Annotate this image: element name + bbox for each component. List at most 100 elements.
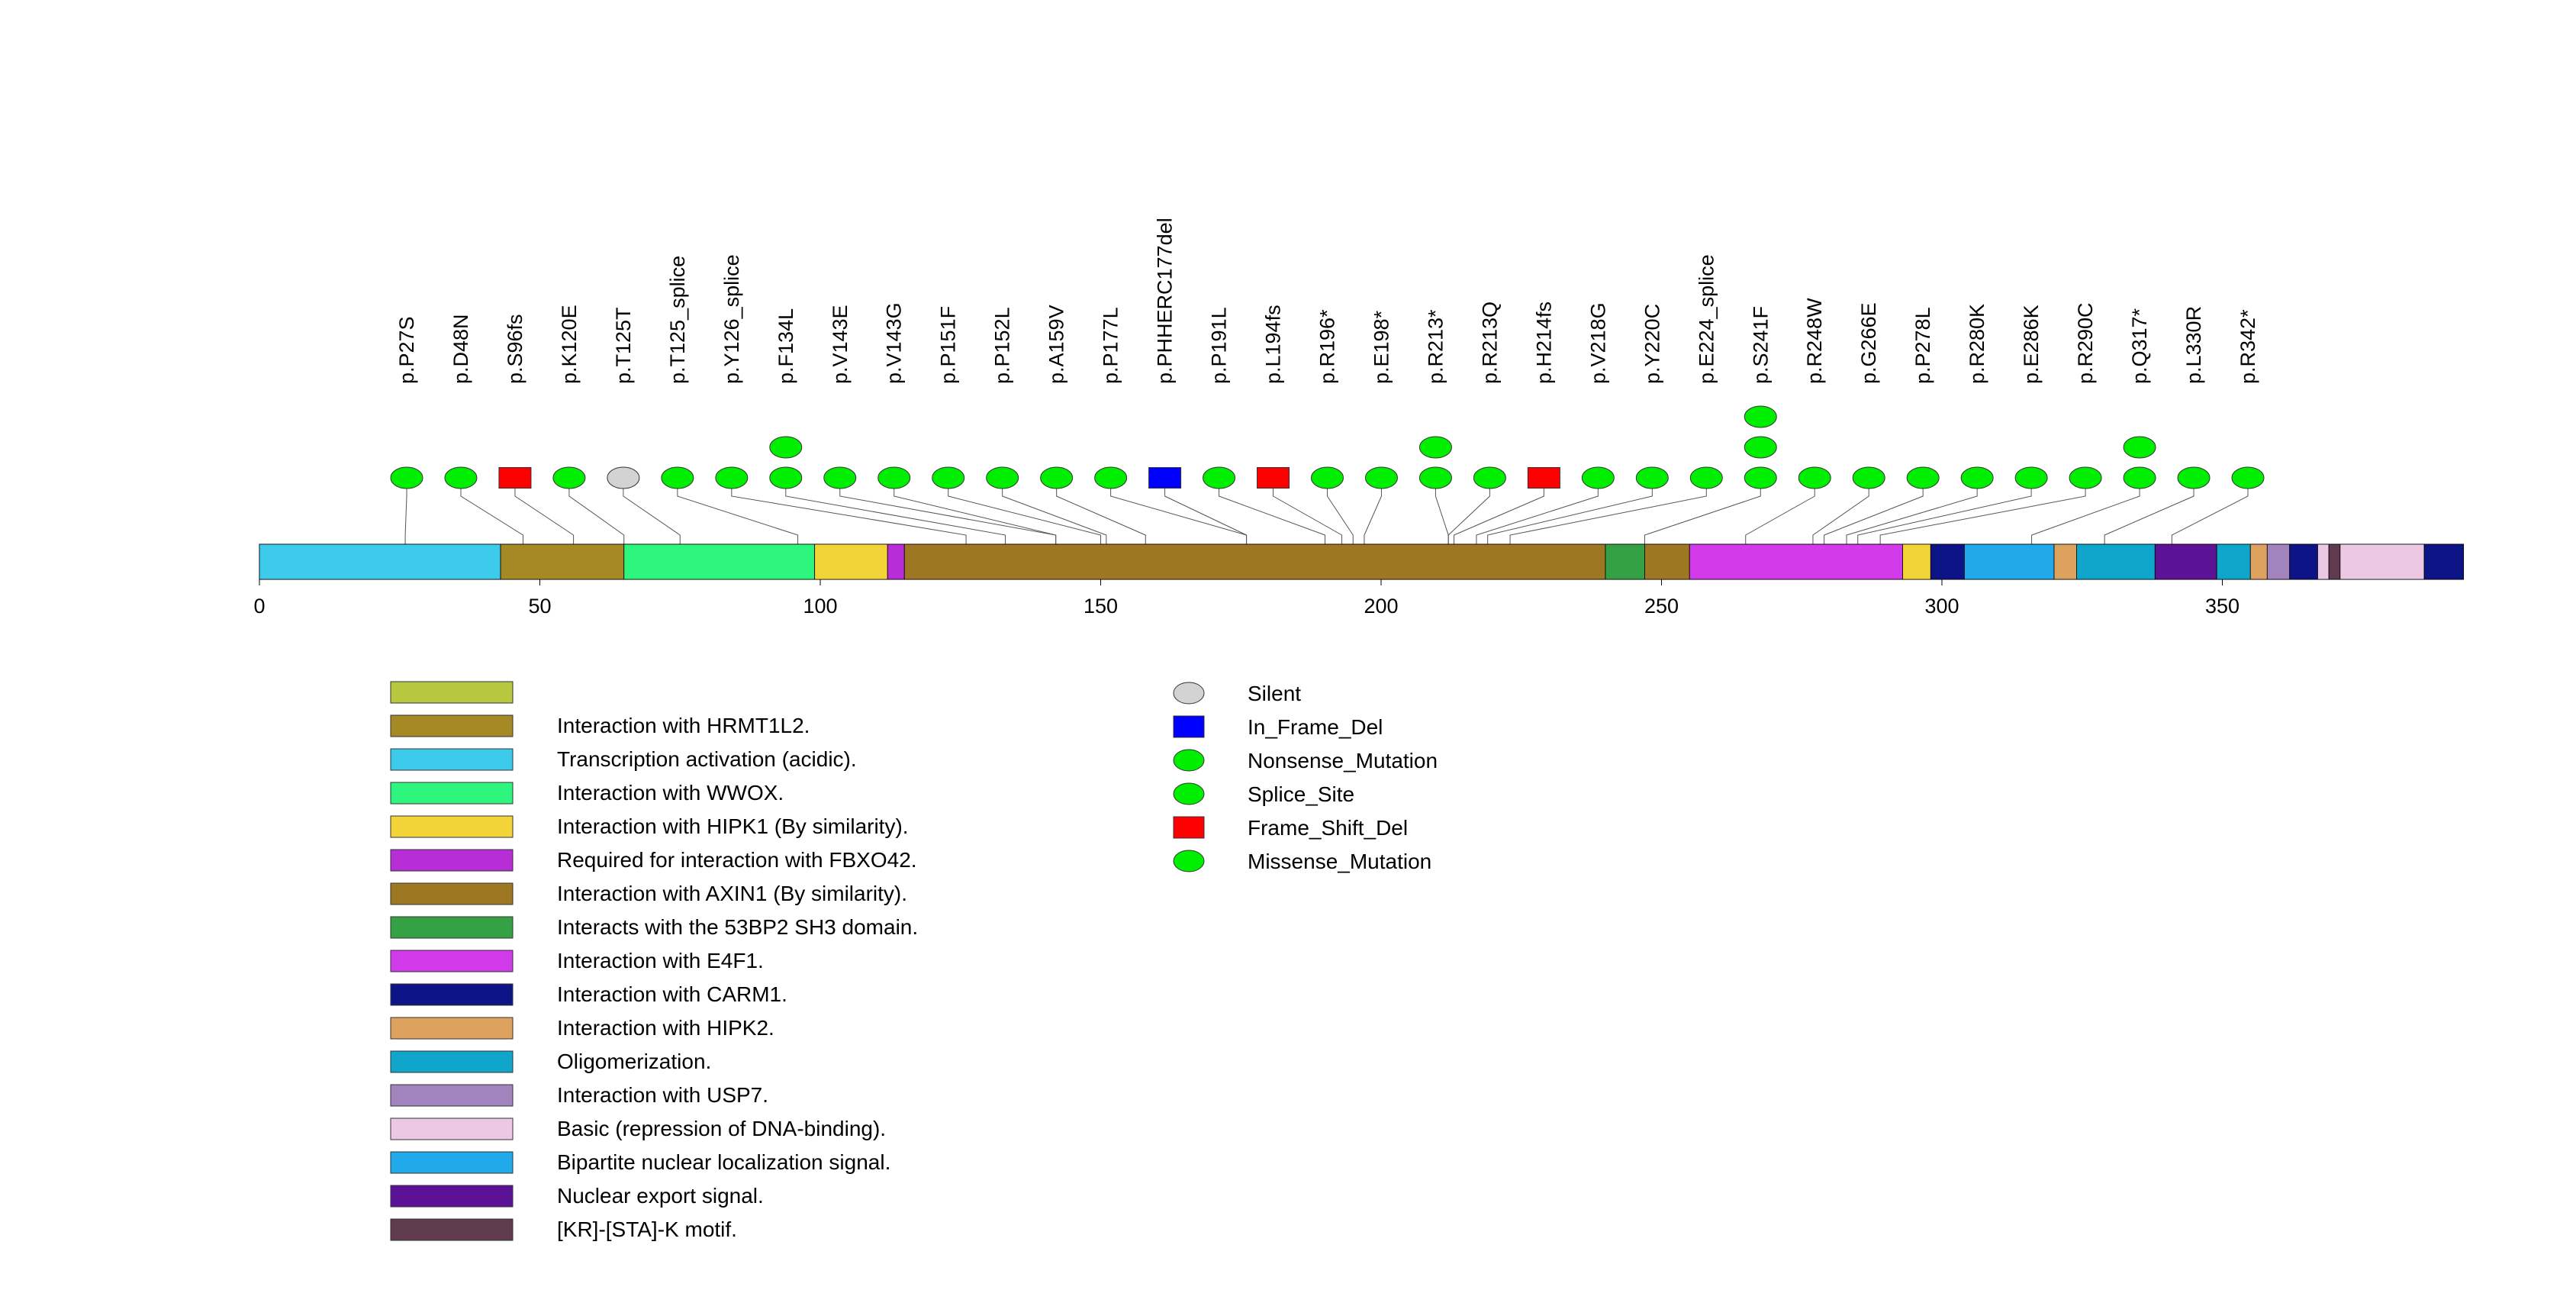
domain-legend-label-11: Oligomerization. xyxy=(557,1050,711,1073)
domain-legend-label-12: Interaction with USP7. xyxy=(557,1083,768,1107)
domain-legend-label-10: Interaction with HIPK2. xyxy=(557,1016,774,1040)
mutation-34-label: p.R342* xyxy=(2236,309,2259,384)
mutation-11-label: p.P152L xyxy=(991,307,1014,384)
domain-legend-label-3: Interaction with WWOX. xyxy=(557,781,784,805)
axis-tick-label-100: 100 xyxy=(803,595,837,618)
mutation-16-marker xyxy=(1257,467,1290,489)
mutation-32-marker xyxy=(2123,466,2156,489)
domain-segment-12 xyxy=(2053,543,2077,580)
mutation-11-marker xyxy=(986,466,1019,489)
mutation-14-label: p.PHHERC177del xyxy=(1154,218,1177,384)
mutation-1-marker xyxy=(444,466,478,489)
mutation-25-marker xyxy=(1744,436,1777,459)
mutation-22-marker xyxy=(1581,466,1615,489)
mutation-29-label: p.R280K xyxy=(1966,304,1988,384)
mutation-9-marker xyxy=(877,466,911,489)
mutation-27-label: p.G266E xyxy=(1857,302,1880,384)
domain-legend-label-7: Interacts with the 53BP2 SH3 domain. xyxy=(557,915,918,939)
mutation-1-label: p.D48N xyxy=(449,314,472,384)
domain-segment-9 xyxy=(1902,543,1931,580)
mutation-19-marker xyxy=(1418,466,1452,489)
domain-segment-17 xyxy=(2266,543,2291,580)
mutation-3-label: p.K120E xyxy=(558,305,581,384)
domain-segment-20 xyxy=(2328,543,2341,580)
domain-legend-swatch-10 xyxy=(390,1017,514,1040)
mutation-legend-label-1: In_Frame_Del xyxy=(1248,715,1383,739)
mutation-4-label: p.T125T xyxy=(612,307,635,384)
mutation-16-label: p.L194fs xyxy=(1262,305,1285,384)
domain-segment-5 xyxy=(903,543,1606,580)
mutation-31-label: p.R290C xyxy=(2074,302,2097,384)
mutation-15-marker xyxy=(1203,466,1236,489)
domain-segment-21 xyxy=(2339,543,2425,580)
domain-legend-label-14: Bipartite nuclear localization signal. xyxy=(557,1150,890,1174)
mutation-13-marker xyxy=(1094,466,1128,489)
mutation-25-label: p.S241F xyxy=(1749,306,1772,384)
domain-legend-swatch-2 xyxy=(390,748,514,771)
domain-legend-label-8: Interaction with E4F1. xyxy=(557,949,764,972)
domain-legend-label-4: Interaction with HIPK1 (By similarity). xyxy=(557,814,909,838)
mutation-legend-swatch-3 xyxy=(1173,782,1205,805)
axis-tick-label-0: 0 xyxy=(253,595,265,618)
mutation-13-label: p.P177L xyxy=(1100,307,1122,384)
mutation-10-marker xyxy=(932,466,965,489)
mutation-32-marker xyxy=(2123,436,2156,459)
mutation-17-label: p.R196* xyxy=(1316,309,1339,384)
mutation-30-label: p.E286K xyxy=(2020,305,2043,384)
domain-segment-1 xyxy=(500,543,625,580)
domain-segment-13 xyxy=(2075,543,2156,580)
mutation-legend-swatch-5 xyxy=(1173,850,1205,872)
mutation-26-label: p.R248W xyxy=(1803,298,1826,384)
mutation-labels: p.P27S p.D48N p.S96fs p.K120E p.T125T p.T125_… xyxy=(395,218,2259,384)
mutation-31-marker xyxy=(2069,466,2102,489)
axis-tick-label-250: 250 xyxy=(1644,595,1679,618)
mutation-25-marker xyxy=(1744,405,1777,428)
mutation-3-marker xyxy=(552,466,586,489)
mutation-7-label: p.F134L xyxy=(774,308,797,384)
mutation-33-label: p.L330R xyxy=(2182,306,2205,384)
domain-legend-swatch-1 xyxy=(390,714,514,737)
mutation-23-marker xyxy=(1635,466,1669,489)
domain-legend-swatch-0 xyxy=(390,681,514,704)
domain-segment-14 xyxy=(2154,543,2217,580)
mutation-0-label: p.P27S xyxy=(395,316,418,384)
domain-legend-label-15: Nuclear export signal. xyxy=(557,1184,764,1208)
mutation-18-label: p.E198* xyxy=(1370,310,1393,384)
mutation-9-label: p.V143G xyxy=(883,302,906,384)
mutation-12-marker xyxy=(1040,466,1074,489)
mutation-0-marker xyxy=(390,466,423,489)
axis-tick-label-200: 200 xyxy=(1364,595,1398,618)
mutation-29-marker xyxy=(1960,466,1994,489)
domain-segment-16 xyxy=(2249,543,2268,580)
mutation-legend-swatch-2 xyxy=(1173,749,1205,772)
mutation-5-label: p.T125_splice xyxy=(666,256,689,384)
domain-legend-swatch-6 xyxy=(390,882,514,905)
domain-legend-swatch-14 xyxy=(390,1151,514,1174)
domain-segment-22 xyxy=(2423,543,2464,580)
mutation-markers xyxy=(390,405,2265,489)
mutation-19-marker xyxy=(1418,436,1452,459)
mutation-type-legend: Silent In_Frame_Del Nonsense_Mutation Splic… xyxy=(1173,682,1438,873)
axis-tick-label-300: 300 xyxy=(1924,595,1959,618)
mutation-4-marker xyxy=(607,466,640,489)
mutation-5-marker xyxy=(661,466,694,489)
mutation-19-label: p.R213* xyxy=(1424,309,1447,384)
protein-bar xyxy=(259,543,2465,580)
mutation-23-label: p.Y220C xyxy=(1641,304,1663,384)
domain-legend-label-2: Transcription activation (acidic). xyxy=(557,747,857,771)
mutation-32-label: p.Q317* xyxy=(2128,308,2151,384)
domain-segment-10 xyxy=(1930,543,1965,580)
mutation-24-marker xyxy=(1689,466,1723,489)
domain-legend-swatch-8 xyxy=(390,950,514,972)
mutation-26-marker xyxy=(1798,466,1831,489)
domain-legend-label-16: [KR]-[STA]-K motif. xyxy=(557,1217,737,1241)
mutation-legend-swatch-0 xyxy=(1173,682,1205,705)
domain-legend-label-5: Required for interaction with FBXO42. xyxy=(557,848,917,872)
x-axis: 0 50 100 150 200 250 300 350 xyxy=(253,579,2240,618)
domain-segment-6 xyxy=(1605,543,1645,580)
mutation-21-label: p.H214fs xyxy=(1532,302,1555,384)
domain-legend-swatch-15 xyxy=(390,1185,514,1208)
domain-segment-0 xyxy=(259,543,501,580)
mutation-legend-label-0: Silent xyxy=(1248,682,1301,705)
